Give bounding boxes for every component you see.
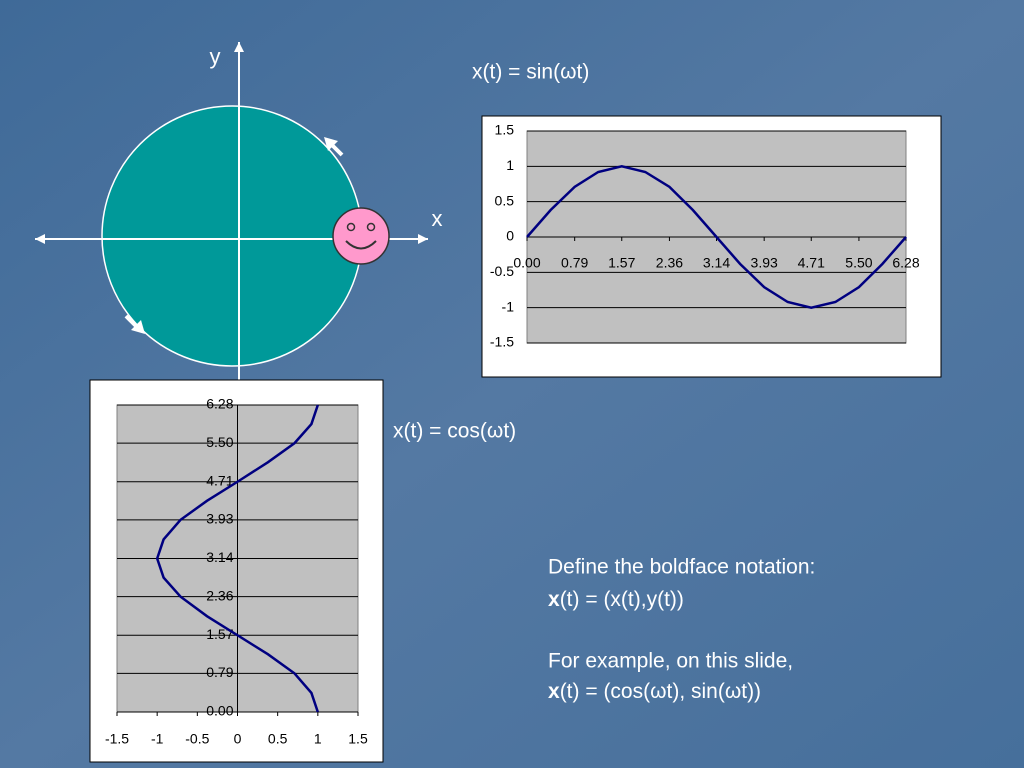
y-tick-label: 1.57 (206, 626, 233, 642)
direction-arrow (324, 137, 344, 157)
note-text: (t) = (x(t),y(t)) (560, 588, 684, 611)
x-tick-label: -0.5 (185, 731, 209, 747)
x-tick-label: -1.5 (105, 731, 129, 747)
y-tick-label: 0 (506, 228, 514, 244)
y-tick-label: 3.14 (206, 549, 233, 565)
x-tick-label: 6.28 (892, 255, 919, 271)
y-tick-label: 1.5 (495, 122, 515, 138)
x-tick-label: 1.5 (348, 731, 368, 747)
x-tick-label: 5.50 (845, 255, 872, 271)
x-tick-label: -1 (151, 731, 164, 747)
direction-arrow (124, 314, 145, 334)
bold-x: x (548, 588, 560, 611)
chart-title: x(t) = cos(ωt) (393, 420, 516, 443)
x-tick-label: 0.00 (513, 255, 540, 271)
chart-title: x(t) = sin(ωt) (472, 61, 589, 84)
arrow-head (234, 42, 244, 52)
note-line: x(t) = (x(t),y(t)) (548, 588, 684, 611)
arrow-head (418, 234, 428, 244)
y-label: y (210, 44, 221, 69)
note-line: x(t) = (cos(ωt), sin(ωt)) (548, 680, 761, 703)
x-tick-label: 4.71 (798, 255, 825, 271)
x-tick-label: 0.5 (268, 731, 288, 747)
note-line: For example, on this slide, (548, 650, 793, 673)
data-line (526, 165, 907, 309)
y-tick-label: -1 (502, 298, 515, 314)
y-tick-label: 6.28 (206, 396, 233, 412)
y-tick-label: 0.79 (206, 664, 233, 680)
arrow-head (35, 234, 45, 244)
y-tick-label: 5.50 (206, 434, 233, 450)
bold-x: x (548, 680, 560, 703)
y-tick-label: 2.36 (206, 587, 233, 603)
x-tick-label: 3.93 (751, 255, 778, 271)
y-tick-label: 1 (506, 157, 514, 173)
x-tick-label: 0 (234, 731, 242, 747)
y-tick-label: 0.00 (206, 703, 233, 719)
data-line (155, 404, 320, 713)
y-tick-label: -1.5 (490, 334, 514, 350)
note-text: (t) = (cos(ωt), sin(ωt)) (560, 680, 761, 703)
x-tick-label: 3.14 (703, 255, 730, 271)
smiley (332, 207, 390, 265)
x-label: x (432, 206, 443, 231)
y-tick-label: 4.71 (206, 472, 233, 488)
y-tick-label: 3.93 (206, 511, 233, 527)
y-tick-label: -0.5 (490, 263, 514, 279)
x-tick-label: 0.79 (561, 255, 588, 271)
x-tick-label: 1 (314, 731, 322, 747)
notes: Define the boldface notation: x(t) = (x(… (548, 556, 815, 703)
note-line: Define the boldface notation: (548, 556, 815, 579)
y-tick-label: 0.5 (495, 192, 515, 208)
x-tick-label: 2.36 (656, 255, 683, 271)
x-tick-label: 1.57 (608, 255, 635, 271)
